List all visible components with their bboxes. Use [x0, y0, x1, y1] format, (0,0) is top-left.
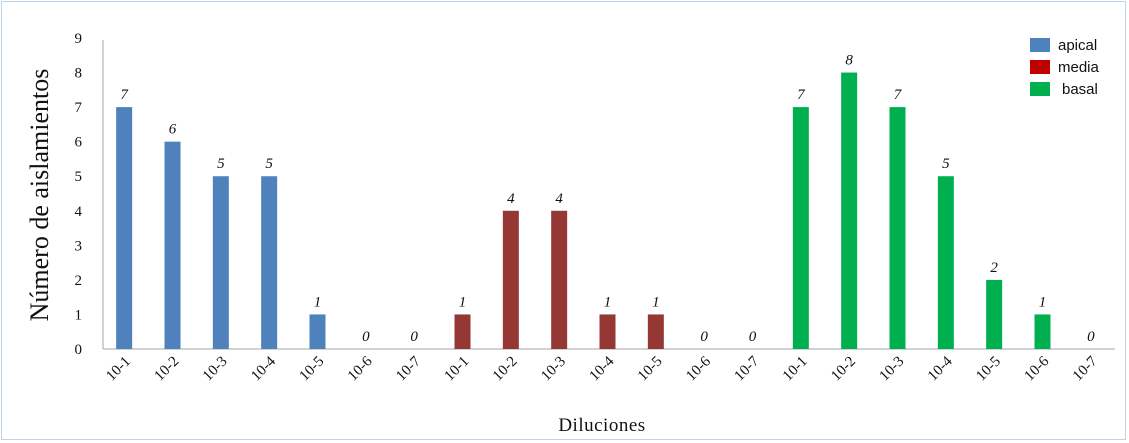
data-labels: 7 6 5 5 1 0 0 1 4 4 1 1 0 0 7 8 7 5 2 1 0: [120, 53, 1095, 345]
data-label: 0: [1087, 329, 1095, 345]
x-tick-label: 10-3: [877, 354, 908, 385]
bar-media: [647, 314, 664, 349]
y-tick-label: 4: [75, 204, 83, 220]
x-tick-label: 10-1: [103, 354, 134, 385]
data-label: 7: [120, 87, 129, 103]
legend-swatch-basal: [1030, 82, 1050, 96]
y-tick-label: 1: [75, 307, 83, 323]
legend-label-basal: basal: [1062, 81, 1098, 98]
legend-label-apical: apical: [1058, 37, 1097, 54]
data-label: 0: [362, 329, 370, 345]
bar-basal: [937, 176, 954, 349]
legend-label-media: media: [1058, 59, 1100, 76]
x-tick-label: 10-7: [1070, 353, 1101, 384]
x-tick-label: 10-2: [828, 354, 859, 385]
y-axis-title: Número de aislamientos: [25, 69, 54, 322]
y-tick-label: 0: [75, 342, 83, 358]
y-tick-label: 7: [75, 100, 83, 116]
data-label: 7: [797, 87, 806, 103]
bar-basal: [841, 72, 858, 350]
bar-basal: [1034, 314, 1051, 349]
legend-swatch-apical: [1030, 38, 1050, 52]
data-label: 8: [845, 53, 853, 69]
bar-apical: [261, 176, 278, 349]
y-tick-labels: 0 1 2 3 4 5 6 7 8 9: [75, 31, 83, 358]
x-axis-title: Diluciones: [558, 415, 645, 436]
x-tick-label: 10-4: [248, 353, 279, 384]
data-label: 7: [894, 87, 903, 103]
legend: apical media basal: [1030, 37, 1100, 98]
data-label: 1: [459, 294, 467, 310]
x-tick-label: 10-4: [925, 353, 956, 384]
y-tick-label: 6: [75, 135, 83, 151]
legend-swatch-media: [1030, 60, 1050, 74]
data-label: 5: [265, 156, 273, 172]
bar-basal: [986, 279, 1003, 349]
x-tick-label: 10-6: [1022, 353, 1053, 384]
data-label: 6: [169, 122, 177, 138]
x-tick-label: 10-7: [732, 353, 763, 384]
x-tick-label: 10-5: [973, 354, 1004, 385]
y-tick-label: 5: [75, 169, 83, 185]
y-tick-label: 2: [75, 273, 83, 289]
data-label: 5: [942, 156, 950, 172]
x-tick-label: 10-2: [152, 354, 183, 385]
bar-apical: [309, 314, 326, 349]
x-tick-label: 10-6: [345, 353, 376, 384]
x-tick-label: 10-6: [683, 353, 714, 384]
y-tick-label: 3: [75, 238, 83, 254]
data-label: 1: [652, 294, 660, 310]
bar-apical: [164, 141, 181, 349]
x-tick-label: 10-3: [538, 354, 569, 385]
data-label: 4: [555, 191, 563, 207]
bars: [116, 72, 1051, 350]
y-tick-label: 8: [75, 66, 83, 82]
bar-media: [454, 314, 471, 349]
bar-apical: [212, 176, 229, 349]
x-tick-label: 10-2: [490, 354, 521, 385]
x-tick-label: 10-7: [393, 353, 424, 384]
x-tick-label: 10-3: [200, 354, 231, 385]
x-tick-label: 10-1: [780, 354, 811, 385]
data-label: 0: [749, 329, 757, 345]
bar-basal: [889, 107, 906, 349]
x-tick-label: 10-5: [297, 354, 328, 385]
data-label: 0: [410, 329, 418, 345]
bar-media: [502, 210, 519, 349]
x-tick-label: 10-5: [635, 354, 666, 385]
data-label: 4: [507, 191, 515, 207]
bar-media: [599, 314, 616, 349]
data-label: 1: [604, 294, 612, 310]
bar-apical: [116, 107, 133, 349]
x-tick-label: 10-1: [442, 354, 473, 385]
bar-media: [551, 210, 568, 349]
x-tick-label: 10-4: [587, 353, 618, 384]
bar-basal: [792, 107, 809, 349]
data-label: 1: [1039, 294, 1047, 310]
data-label: 1: [314, 294, 322, 310]
data-label: 5: [217, 156, 225, 172]
data-label: 0: [700, 329, 708, 345]
x-tick-labels: 10-1 10-2 10-3 10-4 10-5 10-6 10-7 10-1 10-2 10-3…: [103, 353, 1101, 384]
y-tick-label: 9: [75, 31, 83, 47]
data-label: 2: [990, 260, 998, 276]
